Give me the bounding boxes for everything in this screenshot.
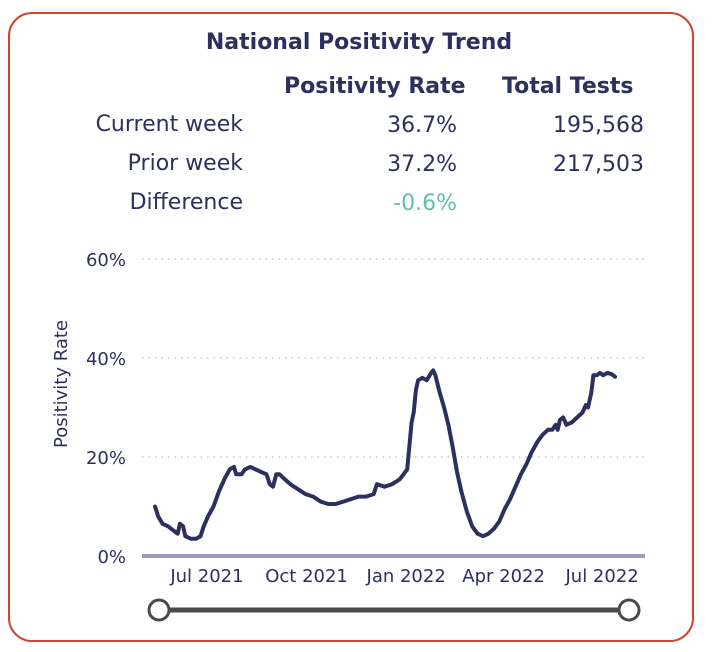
x-tick-label: Oct 2021 <box>265 566 348 587</box>
date-range-slider[interactable] <box>147 598 641 622</box>
row-label-prior-week: Prior week <box>127 151 243 176</box>
current-week-tests: 195,568 <box>553 113 644 138</box>
x-tick-label: Jan 2022 <box>366 566 446 587</box>
row-label-current-week: Current week <box>95 112 243 137</box>
row-label-difference: Difference <box>129 190 243 215</box>
header-total-tests: Total Tests <box>502 74 634 99</box>
slider-end-handle[interactable] <box>617 598 641 622</box>
prior-week-rate: 37.2% <box>387 152 457 177</box>
x-tick-label: Jul 2022 <box>564 566 638 587</box>
chart-title: National Positivity Trend <box>205 30 513 55</box>
x-tick-label: Jul 2021 <box>169 566 243 587</box>
current-week-rate: 36.7% <box>387 113 457 138</box>
prior-week-tests: 217,503 <box>553 152 644 177</box>
difference-rate: -0.6% <box>393 191 457 216</box>
y-tick-label: 20% <box>86 448 126 469</box>
x-tick-label: Apr 2022 <box>462 566 545 587</box>
trend-card <box>8 12 694 642</box>
header-positivity-rate: Positivity Rate <box>284 74 466 99</box>
series-line <box>153 368 618 541</box>
slider-start-handle[interactable] <box>147 598 171 622</box>
y-tick-label: 0% <box>97 547 126 568</box>
y-axis-label: Positivity Rate <box>51 320 72 448</box>
y-tick-label: 40% <box>86 349 126 370</box>
y-tick-label: 60% <box>86 250 126 271</box>
